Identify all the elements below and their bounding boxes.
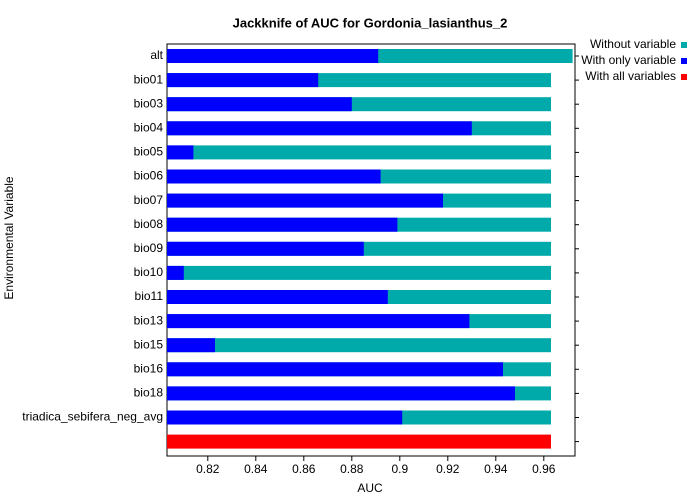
x-tick-label: 0.94 [484,462,508,476]
y-tick-label: bio09 [134,241,164,255]
y-tick-label: bio13 [134,313,164,327]
bar [167,97,352,112]
legend-label: With all variables [585,69,676,83]
y-tick-label: bio11 [135,289,164,303]
x-tick-label: 0.9 [391,462,408,476]
y-tick-label: bio16 [134,361,164,375]
bar [167,145,551,160]
bar [167,121,472,136]
y-tick-label: bio10 [134,265,164,279]
bar [167,314,470,329]
bar [167,193,443,208]
bar [167,362,503,377]
y-tick-label: alt [150,48,163,62]
bar [167,265,184,280]
bar [167,49,379,63]
x-tick-label: 0.82 [196,462,220,476]
bar [167,338,215,353]
y-tick-label: bio03 [134,96,164,110]
x-tick-label: 0.86 [292,462,316,476]
y-tick-label: bio04 [134,120,164,134]
y-tick-label: bio18 [134,386,164,400]
y-axis-label: Environmental Variable [2,176,16,300]
legend-swatch [681,42,687,48]
bar [167,241,364,256]
legend-label: With only variable [581,53,676,67]
bar [167,410,403,425]
bar [167,217,398,232]
x-axis-label: AUC [357,481,383,495]
bar [167,338,551,353]
y-tick-label: bio07 [134,193,164,207]
bar [167,73,319,88]
bar [167,290,388,304]
x-tick-label: 0.92 [436,462,460,476]
x-tick-label: 0.84 [244,462,268,476]
bar [167,169,381,184]
legend-label: Without variable [590,37,676,51]
x-tick-label: 0.96 [532,462,556,476]
bar [167,386,515,401]
bar [167,434,551,449]
legend-swatch [681,58,687,64]
y-tick-label: bio06 [134,169,164,183]
legend-swatch [681,74,687,80]
chart-title: Jackknife of AUC for Gordonia_lasianthus… [233,15,508,30]
y-tick-label: bio05 [134,145,164,159]
x-tick-label: 0.88 [340,462,364,476]
bar [167,265,551,280]
y-tick-label: bio15 [134,337,164,351]
y-tick-label: bio01 [134,72,164,86]
y-tick-label: triadica_sebifera_neg_avg [22,410,163,424]
bar [167,145,194,160]
y-tick-label: bio08 [134,217,164,231]
